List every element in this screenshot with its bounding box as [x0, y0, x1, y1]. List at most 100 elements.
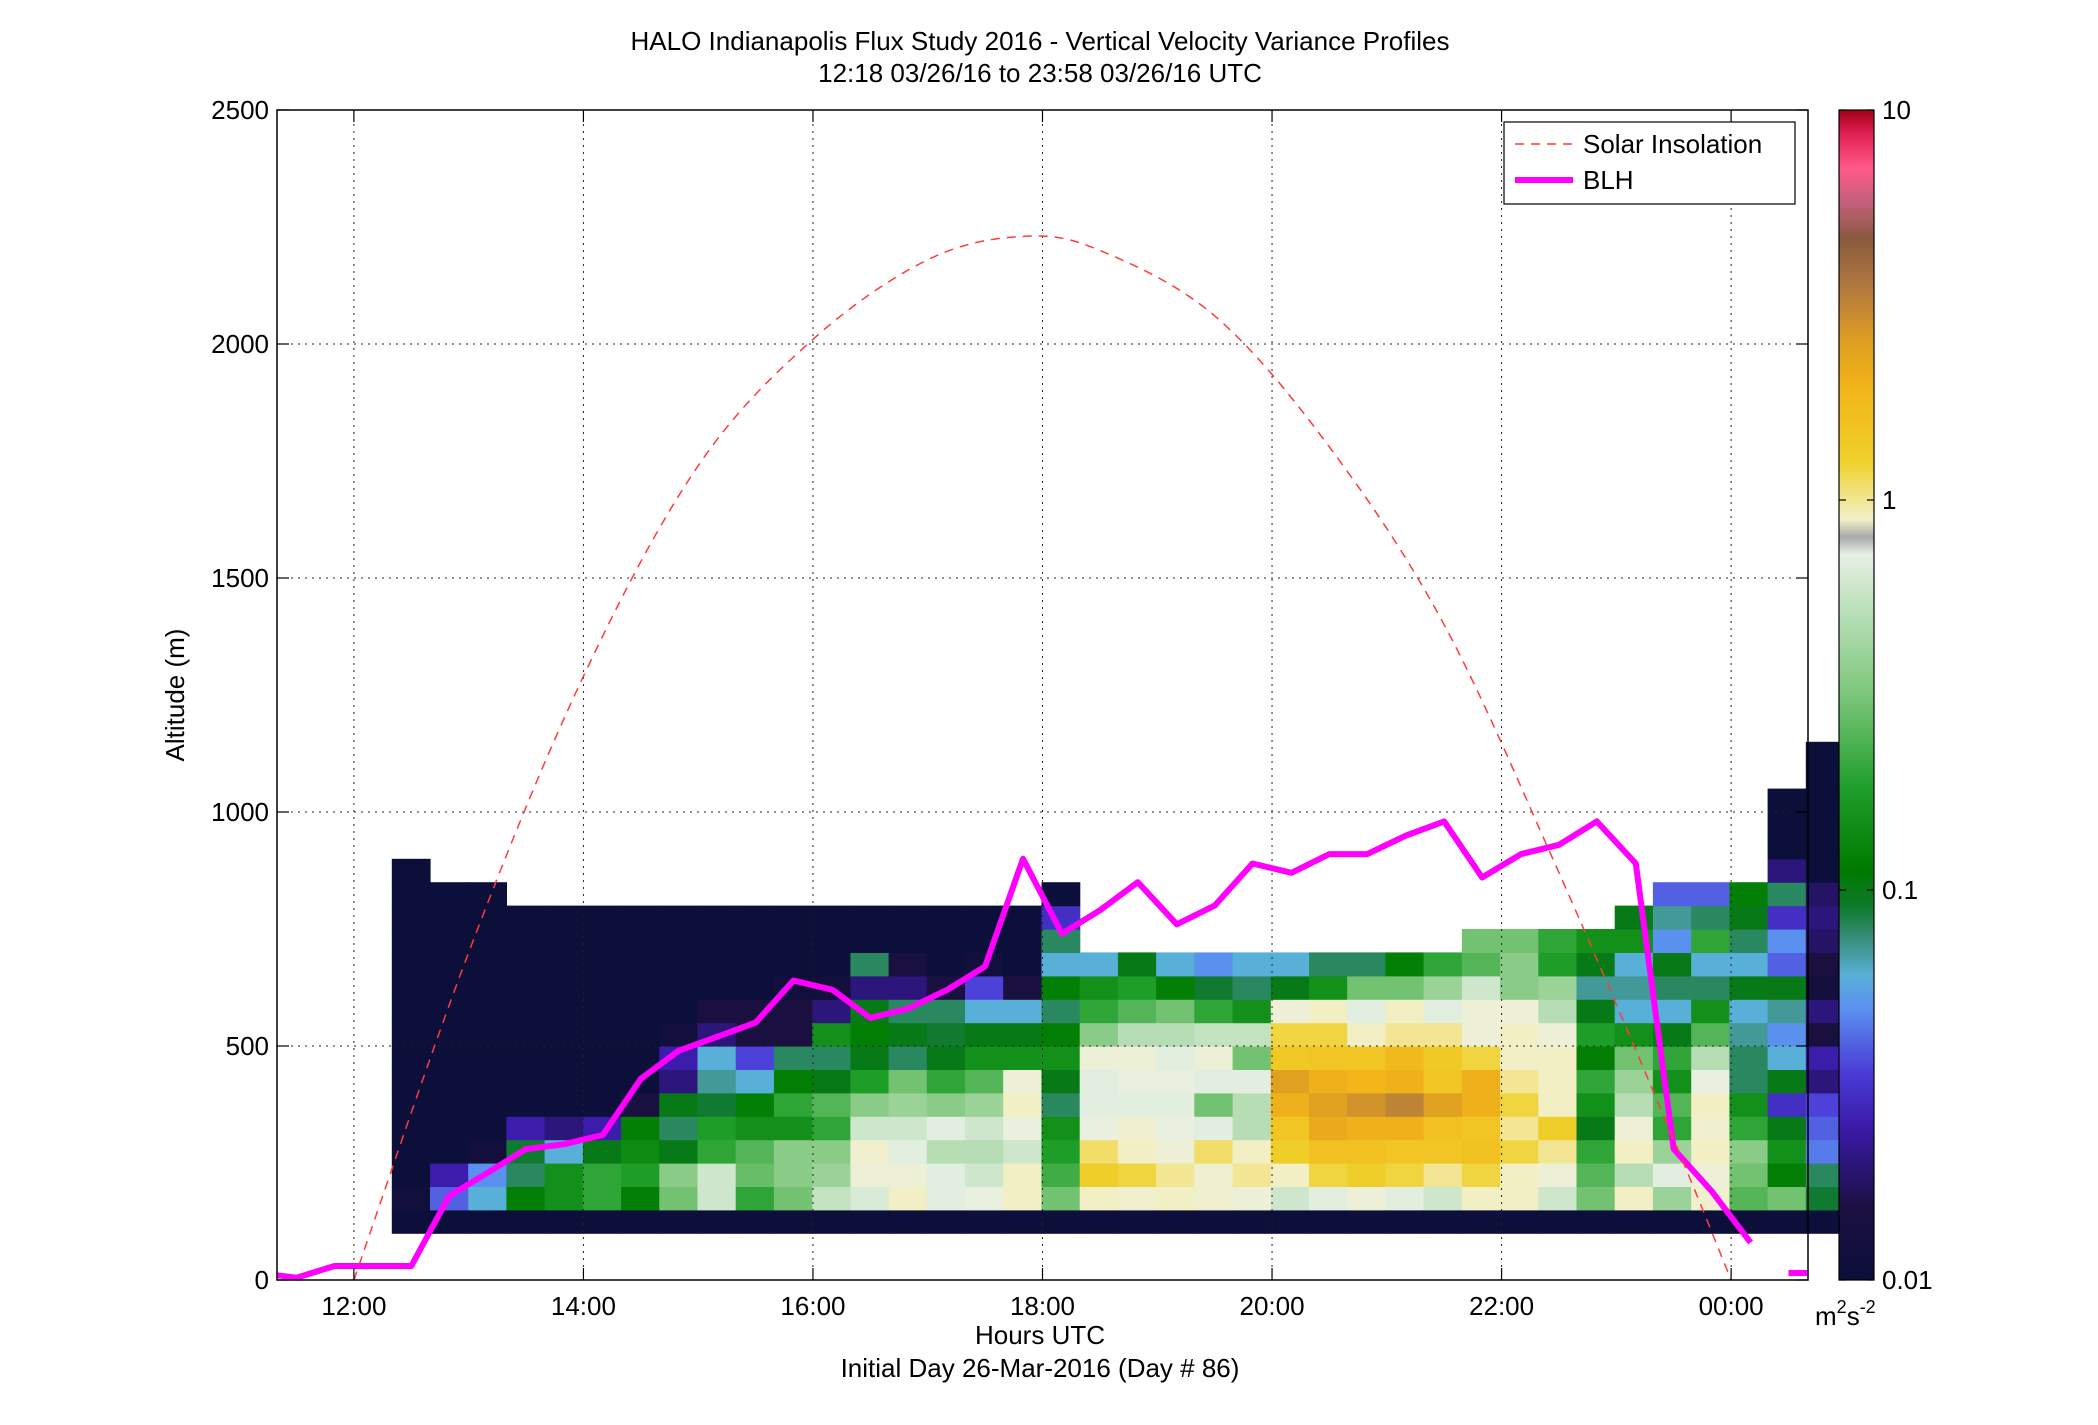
- heatmap-cell: [773, 929, 813, 953]
- heatmap-cell: [391, 929, 431, 953]
- heatmap-cell: [773, 1046, 813, 1070]
- heatmap-cell: [850, 929, 890, 953]
- heatmap-cell: [1500, 975, 1539, 1000]
- heatmap-cell: [506, 1163, 546, 1187]
- heatmap-cell: [1576, 1139, 1616, 1164]
- heatmap-cell: [1461, 1069, 1501, 1094]
- heatmap-cell: [582, 1022, 622, 1047]
- heatmap-cell: [544, 905, 584, 930]
- heatmap-cell: [391, 1209, 431, 1234]
- heatmap-cell: [582, 1163, 622, 1187]
- heatmap-cell: [1729, 1139, 1769, 1164]
- heatmap-cell: [1309, 1069, 1348, 1094]
- heatmap-cell: [888, 1209, 928, 1234]
- heatmap-cell: [812, 1163, 851, 1187]
- heatmap-cell: [1423, 952, 1463, 977]
- heatmap-cell: [430, 1116, 469, 1141]
- heatmap-cell: [926, 1116, 966, 1141]
- heatmap-cell: [468, 929, 507, 953]
- heatmap-cell: [1461, 1209, 1501, 1234]
- heatmap-cell: [1767, 929, 1807, 953]
- heatmap-cell: [926, 999, 966, 1024]
- heatmap-cell: [1691, 929, 1730, 953]
- heatmap-cell: [430, 1139, 469, 1164]
- x-tick-label: 14:00: [551, 1291, 616, 1321]
- heatmap-cell: [430, 1092, 469, 1117]
- heatmap-cell: [888, 975, 928, 1000]
- heatmap-cell: [1805, 1069, 1845, 1094]
- heatmap-cell: [1576, 1092, 1616, 1117]
- heatmap-cell: [1767, 999, 1807, 1024]
- heatmap-cell: [1461, 1046, 1501, 1070]
- heatmap-cell: [1270, 999, 1310, 1024]
- heatmap-cell: [1423, 1046, 1463, 1070]
- heatmap-cell: [1385, 1116, 1425, 1141]
- heatmap-cell: [888, 1092, 928, 1117]
- heatmap-cell: [1347, 1163, 1386, 1187]
- heatmap-cell: [1041, 1046, 1081, 1070]
- heatmap-cell: [430, 1046, 469, 1070]
- heatmap-cell: [1652, 882, 1692, 907]
- heatmap-cell: [582, 975, 622, 1000]
- heatmap-cell: [926, 1069, 966, 1094]
- heatmap-cell: [1538, 1139, 1578, 1164]
- heatmap-cell: [1385, 952, 1425, 977]
- heatmap-cell: [773, 1069, 813, 1094]
- heatmap-cell: [1385, 1139, 1425, 1164]
- heatmap-cell: [1194, 1163, 1234, 1187]
- heatmap-cell: [621, 952, 660, 977]
- heatmap-cell: [1270, 1116, 1310, 1141]
- heatmap-cell: [1003, 1186, 1042, 1211]
- heatmap-cell: [1385, 1163, 1425, 1187]
- heatmap-cell: [773, 1186, 813, 1211]
- heatmap-cell: [1347, 1069, 1386, 1094]
- heatmap-cell: [1729, 975, 1769, 1000]
- heatmap-cell: [1805, 975, 1845, 1000]
- heatmap-cell: [850, 905, 890, 930]
- heatmap-cell: [1729, 905, 1769, 930]
- heatmap-cell: [697, 999, 737, 1024]
- heatmap-cell: [391, 975, 431, 1000]
- heatmap-cell: [1041, 1069, 1081, 1094]
- heatmap-cell: [430, 1069, 469, 1094]
- heatmap-cell: [1767, 1092, 1807, 1117]
- heatmap-cell: [735, 975, 775, 1000]
- heatmap-cell: [1729, 952, 1769, 977]
- colorbar: 0.01 0.1 1 10 m2s-2: [1815, 95, 1933, 1331]
- heatmap-cell: [544, 952, 584, 977]
- heatmap-cell: [1767, 1209, 1807, 1234]
- heatmap-cell: [1767, 835, 1807, 860]
- chart-subtitle: 12:18 03/26/16 to 23:58 03/26/16 UTC: [818, 58, 1262, 88]
- heatmap-cell: [1767, 1046, 1807, 1070]
- heatmap-cell: [1691, 1116, 1730, 1141]
- heatmap-cell: [812, 1022, 851, 1047]
- heatmap-cell: [1003, 1069, 1042, 1094]
- heatmap-cell: [1423, 999, 1463, 1024]
- heatmap-cell: [544, 1092, 584, 1117]
- heatmap-cell: [1461, 999, 1501, 1024]
- heatmap-cell: [621, 975, 660, 1000]
- heatmap-cell: [773, 1209, 813, 1234]
- y-tick-label: 500: [226, 1031, 269, 1061]
- heatmap-cell: [1652, 1186, 1692, 1211]
- heatmap-cell: [391, 1116, 431, 1141]
- heatmap-cell: [1041, 1163, 1081, 1187]
- heatmap-cell: [735, 1092, 775, 1117]
- x-axis-ticks: 12:00 14:00 16:00 18:00 20:00 22:00 00:00: [321, 110, 1764, 1321]
- heatmap-cell: [1041, 1092, 1081, 1117]
- heatmap-cell: [1767, 905, 1807, 930]
- heatmap-cell: [697, 975, 737, 1000]
- heatmap-cell: [1461, 929, 1501, 953]
- heatmap-cell: [697, 1186, 737, 1211]
- heatmap-cell: [659, 929, 699, 953]
- heatmap-cell: [1461, 1186, 1501, 1211]
- heatmap-cell: [621, 1163, 660, 1187]
- heatmap-cell: [888, 1139, 928, 1164]
- heatmap-cell: [1117, 1116, 1157, 1141]
- heatmap-cell: [1652, 929, 1692, 953]
- heatmap-cell: [1614, 1163, 1654, 1187]
- heatmap-cell: [697, 1163, 737, 1187]
- heatmap-cell: [544, 929, 584, 953]
- heatmap-cell: [1652, 905, 1692, 930]
